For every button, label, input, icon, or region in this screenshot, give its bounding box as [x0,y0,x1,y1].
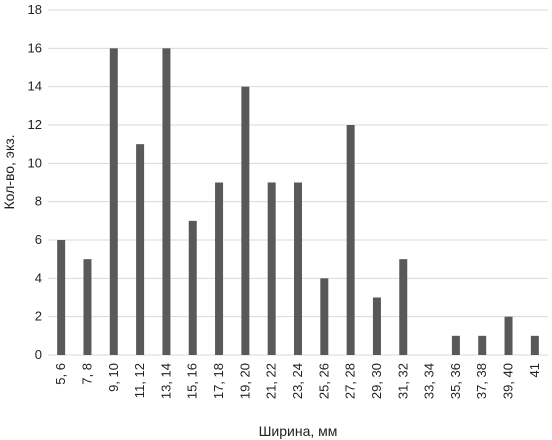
y-tick-label: 14 [28,79,42,94]
y-tick-labels: 0 2 4 6 8 10 12 14 16 18 [28,2,42,362]
bar [504,316,513,355]
x-tick-label: 17, 18 [211,363,226,399]
x-tick-label: 11, 12 [132,363,147,398]
bar [294,182,302,355]
x-tick-label: 37, 38 [474,363,489,399]
x-tick-label: 41 [527,363,542,377]
bar [372,297,381,355]
x-tick-label: 39, 40 [501,363,516,399]
bar [215,182,224,355]
x-tick-label: 13, 14 [158,363,173,399]
bars [57,48,539,356]
y-tick-label: 2 [35,309,42,324]
x-tick-labels: 5, 6 7, 8 9, 10 11, 12 13, 14 15, 16 17, 18 19,… [53,363,542,399]
x-axis-title: Ширина, мм [259,423,338,439]
x-tick-label: 15, 16 [185,363,200,399]
x-tick-label: 23, 24 [290,363,305,399]
y-tick-label: 6 [35,232,42,247]
bar [162,48,171,355]
x-tick-label: 5, 6 [53,363,68,385]
x-tick-label: 35, 36 [448,363,463,399]
y-tick-label: 18 [28,2,42,17]
y-tick-label: 10 [28,155,42,170]
bar [136,144,145,355]
bar [188,220,197,355]
bar [530,335,539,355]
bar [267,182,276,355]
y-tick-label: 16 [28,40,42,55]
x-tick-label: 33, 34 [422,363,437,399]
x-tick-label: 25, 26 [316,363,331,399]
bar [478,335,487,355]
y-tick-label: 0 [35,347,42,362]
y-tick-label: 12 [28,117,42,132]
x-tick-label: 7, 8 [79,363,94,385]
bar [109,48,118,355]
bar [241,86,250,356]
x-tick-label: 27, 28 [343,363,358,399]
y-tick-label: 8 [35,194,42,209]
y-axis-title: Кол-во, экз. [1,134,17,209]
bar [57,240,66,355]
y-tick-label: 4 [35,270,42,285]
bar [83,259,92,355]
x-tick-label: 29, 30 [369,363,384,399]
bar [451,335,460,355]
bar [346,125,355,355]
x-tick-label: 31, 32 [395,363,410,399]
bar [399,259,408,355]
bar [320,278,329,355]
x-tick-label: 9, 10 [106,363,121,392]
x-tick-label: 21, 22 [264,363,279,399]
x-tick-label: 19, 20 [237,363,252,399]
